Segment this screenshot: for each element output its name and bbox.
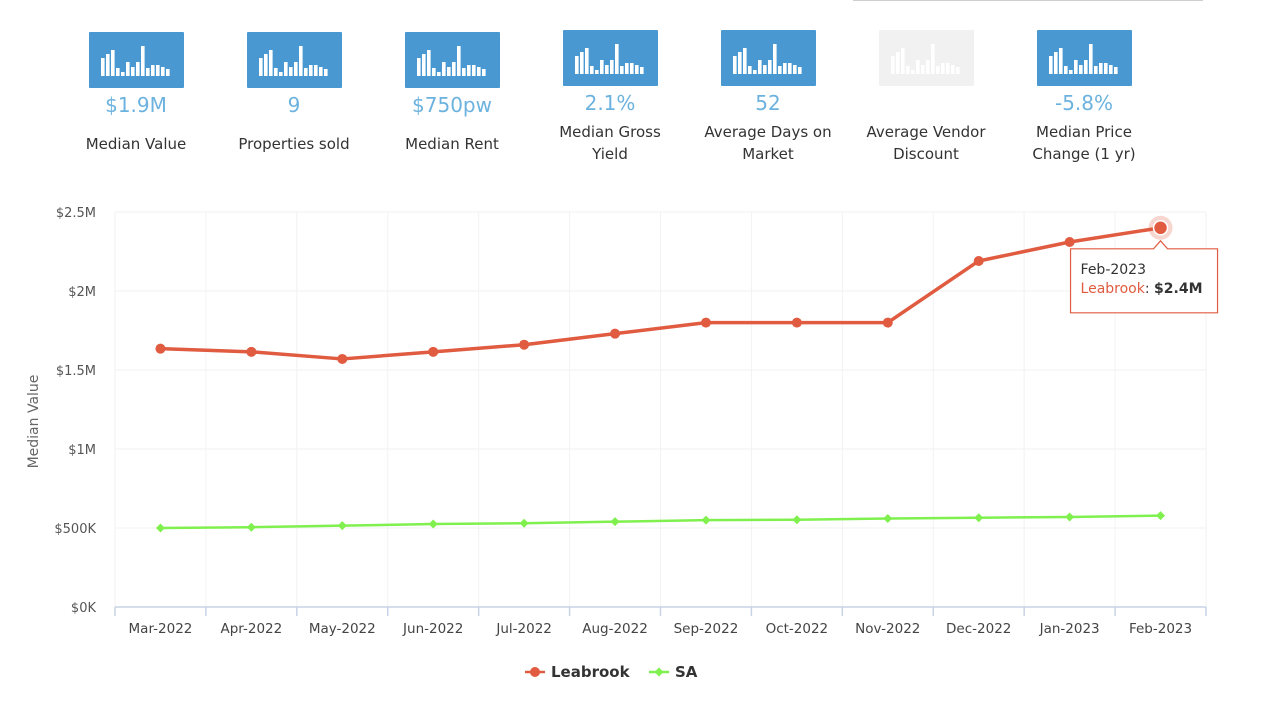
data-point-leabrook xyxy=(973,255,984,266)
bar-chart-icon[interactable] xyxy=(246,32,342,88)
legend: Leabrook SA xyxy=(525,663,698,681)
stats-row: $1.9M Median Value 9 Properties sold $750pw M… xyxy=(56,0,1196,180)
data-point-leabrook xyxy=(519,339,530,350)
data-point-sa xyxy=(792,515,802,525)
stat-label: Median Rent xyxy=(405,135,499,153)
grid-lines xyxy=(114,211,1207,607)
data-point-sa xyxy=(428,519,438,529)
x-tick-label: Jun-2022 xyxy=(402,621,463,637)
bar-chart-icon[interactable] xyxy=(720,30,816,86)
x-tick-label: Jul-2022 xyxy=(495,621,552,637)
x-tick-label: Jan-2023 xyxy=(1039,621,1100,637)
stat-label: Average Days on Market xyxy=(704,123,832,163)
stat-label: Properties sold xyxy=(238,135,350,153)
tooltip-line: Leabrook: $2.4M xyxy=(1081,281,1203,297)
stat-median-value[interactable]: $1.9M Median Value xyxy=(56,32,216,155)
x-tick-label: Mar-2022 xyxy=(129,621,193,637)
stat-value xyxy=(846,91,1006,115)
y-tick-label: $2M xyxy=(68,285,96,300)
y-axis-title: Median Value xyxy=(26,375,42,469)
stat-label: Median Gross Yield xyxy=(559,123,661,163)
series-line-leabrook xyxy=(158,226,1163,361)
tooltip: Feb-2023 Leabrook: $2.4M xyxy=(1069,239,1219,314)
data-point-leabrook xyxy=(610,328,621,339)
data-point-sa xyxy=(974,513,984,523)
stat-label: Median Value xyxy=(85,135,187,153)
legend-marker xyxy=(530,667,540,677)
tooltip-series-name: Leabrook xyxy=(1081,281,1146,297)
tooltip-value: $2.4M xyxy=(1154,281,1202,297)
y-tick-label: $1M xyxy=(68,443,96,458)
data-point-leabrook xyxy=(882,317,893,328)
stat-value: 2.1% xyxy=(584,91,636,115)
series-sa xyxy=(155,511,1166,533)
legend-label: Leabrook xyxy=(551,663,631,681)
data-point-leabrook xyxy=(337,353,348,364)
data-point-sa xyxy=(610,517,620,527)
data-point-sa xyxy=(246,522,256,532)
data-point-sa xyxy=(701,515,711,525)
legend-marker xyxy=(654,667,664,677)
bar-chart-icon[interactable] xyxy=(88,32,184,88)
data-point-sa xyxy=(155,523,165,533)
bar-chart-icon[interactable] xyxy=(404,32,500,88)
legend-item-sa[interactable]: SA xyxy=(649,663,698,681)
data-point-leabrook xyxy=(791,317,802,328)
bar-chart-icon[interactable] xyxy=(1036,30,1132,86)
y-tick-label: $1.5M xyxy=(56,364,96,379)
top-divider xyxy=(853,0,1203,1)
hover-point xyxy=(1152,220,1169,236)
stat-label: Average Vendor Discount xyxy=(866,123,986,163)
x-tick-label: Apr-2022 xyxy=(221,621,283,637)
bar-chart-icon[interactable] xyxy=(878,30,974,86)
y-tick-label: $0K xyxy=(71,601,97,616)
x-tick-label: May-2022 xyxy=(309,621,376,637)
stat-label: Median Price Change (1 yr) xyxy=(1032,123,1136,163)
data-point-leabrook xyxy=(428,346,439,357)
x-tick-label: Oct-2022 xyxy=(766,621,829,637)
stat-value: -5.8% xyxy=(1054,91,1114,115)
y-tick-label: $2.5M xyxy=(56,206,96,221)
x-tick-label: Sep-2022 xyxy=(674,621,739,637)
bar-chart-icon[interactable] xyxy=(562,30,658,86)
x-tick-label: Nov-2022 xyxy=(855,621,920,637)
stat-median-gross-yield[interactable]: 2.1% Median Gross Yield xyxy=(530,30,690,165)
data-point-leabrook xyxy=(1064,237,1075,248)
legend-item-leabrook[interactable]: Leabrook xyxy=(525,663,631,681)
x-tick-label: Aug-2022 xyxy=(582,621,648,637)
stat-properties-sold[interactable]: 9 Properties sold xyxy=(214,32,374,155)
data-point-sa xyxy=(519,518,529,528)
x-tick-label: Feb-2023 xyxy=(1129,621,1192,637)
stat-value: 9 xyxy=(287,93,301,117)
data-point-sa xyxy=(883,514,893,524)
data-point-leabrook xyxy=(246,346,257,357)
stat-median-rent[interactable]: $750pw Median Rent xyxy=(372,32,532,155)
legend-label: SA xyxy=(675,663,698,681)
data-point-sa xyxy=(337,521,347,531)
data-point-leabrook xyxy=(155,343,166,354)
stat-median-price-change-1-yr[interactable]: -5.8% Median Price Change (1 yr) xyxy=(1004,30,1164,165)
stat-average-vendor-discount[interactable]: Average Vendor Discount xyxy=(846,30,1006,165)
tooltip-box xyxy=(1069,239,1219,314)
median-value-chart: $0K $500K $1M $1.5M $2M $2.5M Mar-2022 Apr-2022… xyxy=(26,206,1219,681)
tooltip-separator: : xyxy=(1145,281,1154,297)
data-point-sa xyxy=(1156,511,1166,521)
stat-value: $1.9M xyxy=(105,93,167,117)
stat-value: 52 xyxy=(755,91,781,115)
data-point-leabrook xyxy=(700,317,711,328)
x-tick-label: Dec-2022 xyxy=(946,621,1011,637)
y-tick-label: $500K xyxy=(54,522,96,537)
stat-average-days-on-market[interactable]: 52 Average Days on Market xyxy=(688,30,848,165)
tooltip-category: Feb-2023 xyxy=(1081,262,1146,278)
data-point-sa xyxy=(1065,512,1075,522)
stat-value: $750pw xyxy=(412,93,492,117)
series-line-sa xyxy=(159,514,1162,530)
